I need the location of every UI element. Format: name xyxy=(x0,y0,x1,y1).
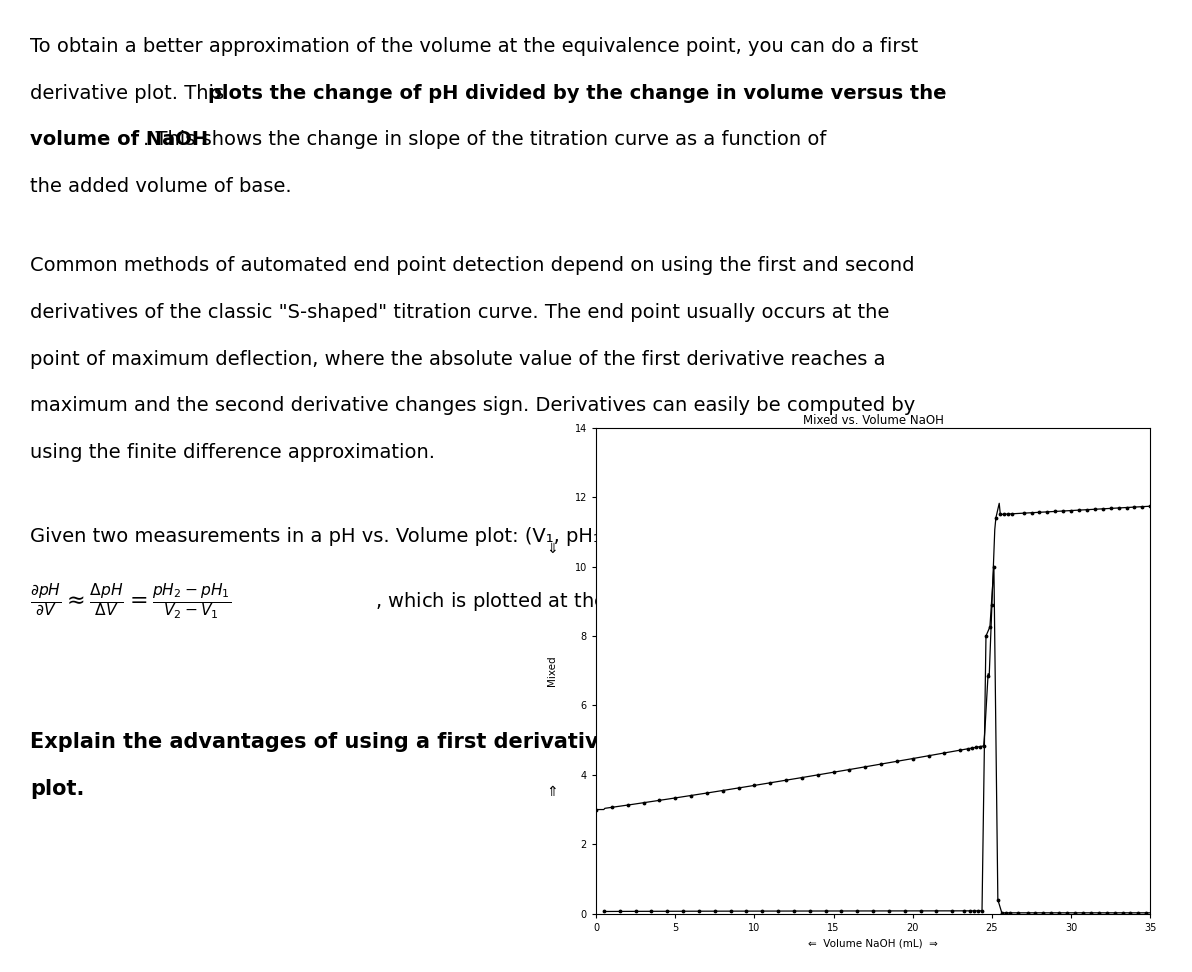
Text: $\frac{\partial pH}{\partial V} \approx \frac{\Delta pH}{\Delta V} = \frac{pH_2 : $\frac{\partial pH}{\partial V} \approx … xyxy=(30,581,231,622)
Text: Given two measurements in a pH vs. Volume plot: (V₁, pH₁) and (V₂, pH₂), the der: Given two measurements in a pH vs. Volum… xyxy=(30,527,918,546)
Text: Mixed: Mixed xyxy=(547,655,557,686)
Text: the added volume of base.: the added volume of base. xyxy=(30,177,291,196)
Text: Explain the advantages of using a first derivative: Explain the advantages of using a first … xyxy=(30,732,613,752)
Text: V$_\mathbf{mid}$: V$_\mathbf{mid}$ xyxy=(942,591,985,612)
Text: Common methods of automated end point detection depend on using the first and se: Common methods of automated end point de… xyxy=(30,257,914,275)
X-axis label: ⇐  Volume NaOH (mL)  ⇒: ⇐ Volume NaOH (mL) ⇒ xyxy=(808,938,938,949)
Text: using the finite difference approximation.: using the finite difference approximatio… xyxy=(30,443,435,462)
Text: ⇑: ⇑ xyxy=(546,785,558,799)
Text: derivatives of the classic "S-shaped" titration curve. The end point usually occ: derivatives of the classic "S-shaped" ti… xyxy=(30,303,889,322)
Text: point of maximum deflection, where the absolute value of the first derivative re: point of maximum deflection, where the a… xyxy=(30,350,886,368)
Text: ⇓: ⇓ xyxy=(546,542,558,556)
Text: derivative plot. This: derivative plot. This xyxy=(30,84,230,103)
Text: volume of NaOH: volume of NaOH xyxy=(30,130,207,150)
Text: maximum and the second derivative changes sign. Derivatives can easily be comput: maximum and the second derivative change… xyxy=(30,397,915,415)
Text: . This shows the change in slope of the titration curve as a function of: . This shows the change in slope of the … xyxy=(143,130,827,150)
Text: , which is plotted at the point between V$_2$ and V$_1$, or: , which is plotted at the point between … xyxy=(375,590,888,613)
Title: Mixed vs. Volume NaOH: Mixed vs. Volume NaOH xyxy=(802,413,944,427)
Text: To obtain a better approximation of the volume at the equivalence point, you can: To obtain a better approximation of the … xyxy=(30,37,918,56)
Text: =: = xyxy=(995,592,1012,611)
Text: $\frac{V_1 + V_2}{2}$: $\frac{V_1 + V_2}{2}$ xyxy=(1019,583,1076,620)
Text: plots the change of pH divided by the change in volume versus the: plots the change of pH divided by the ch… xyxy=(209,84,946,103)
Text: plot.: plot. xyxy=(30,779,85,799)
